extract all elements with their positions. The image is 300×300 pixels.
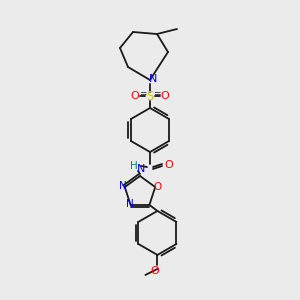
Text: N: N [126,199,134,209]
Text: N: N [149,74,157,84]
Text: =: = [153,89,161,98]
Text: =: = [139,89,147,98]
Text: O: O [160,91,169,101]
Text: O: O [150,266,159,276]
Text: O: O [153,182,161,192]
Text: O: O [165,160,173,170]
Text: N: N [119,181,127,191]
Text: O: O [130,91,140,101]
Text: S: S [146,89,154,103]
Text: H: H [130,161,138,171]
Text: N: N [137,164,145,174]
